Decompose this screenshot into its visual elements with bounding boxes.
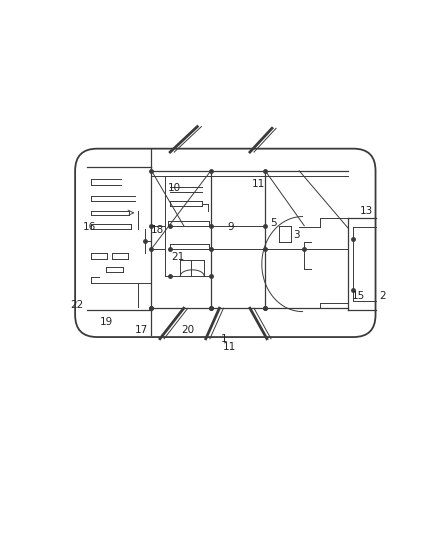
Text: 17: 17	[135, 325, 148, 335]
Text: 2: 2	[379, 292, 385, 301]
Text: 19: 19	[100, 317, 113, 327]
Text: 21: 21	[171, 252, 184, 262]
Text: 10: 10	[168, 183, 181, 193]
Text: 1: 1	[221, 334, 228, 344]
Text: 9: 9	[227, 222, 234, 232]
Text: 18: 18	[151, 225, 164, 235]
Text: 5: 5	[270, 219, 277, 228]
Text: 11: 11	[252, 179, 265, 189]
Text: 20: 20	[182, 325, 195, 335]
Text: 13: 13	[360, 206, 373, 216]
Text: 22: 22	[71, 300, 84, 310]
Text: 3: 3	[293, 230, 300, 240]
Text: 15: 15	[352, 292, 365, 301]
Text: 16: 16	[83, 222, 96, 232]
FancyBboxPatch shape	[75, 149, 375, 337]
Text: 11: 11	[223, 342, 236, 352]
